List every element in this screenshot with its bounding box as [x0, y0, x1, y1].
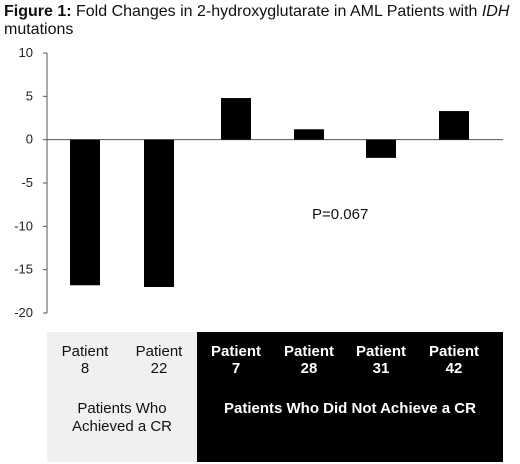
patient-number: 31 [372, 360, 390, 377]
bars [70, 98, 469, 287]
y-tick-label: -20 [14, 305, 33, 320]
group-label-achieved-cr: Patients Who Achieved a CR [47, 400, 197, 436]
patient-number: 42 [445, 360, 463, 377]
bar-patient-7 [221, 98, 251, 140]
y-tick-label: 0 [26, 132, 33, 147]
nocr-group-background [197, 332, 503, 462]
cr-group-background [47, 332, 197, 462]
patient-number: 28 [300, 360, 318, 377]
y-tick-label: 10 [19, 45, 33, 60]
patient-number: 7 [231, 360, 241, 377]
bar-patient-28 [294, 129, 324, 140]
patient-cell-42: Patient 42 [421, 343, 487, 377]
y-tick-label: -10 [14, 218, 33, 233]
y-axis: 10 5 0 -5 -10 -15 -20 [14, 45, 503, 320]
group-label-line: Achieved a CR [71, 418, 173, 435]
patient-label: Patient [210, 343, 261, 360]
figure-label: Figure 1: [4, 3, 72, 20]
patient-label: Patient [61, 343, 109, 360]
figure-title: Figure 1: Fold Changes in 2-hydroxygluta… [4, 3, 514, 39]
patient-number: 8 [80, 360, 90, 377]
patient-label: Patient [355, 343, 406, 360]
group-label-not-achieved-cr: Patients Who Did Not Achieve a CR [197, 400, 503, 418]
bar-patient-8 [70, 139, 100, 286]
patient-cell-8: Patient 8 [55, 343, 115, 377]
y-tick-label: 5 [26, 88, 33, 103]
patient-label: Patient [135, 343, 183, 360]
y-tick-label: -5 [21, 175, 33, 190]
patient-label: Patient [428, 343, 479, 360]
patient-label: Patient [283, 343, 334, 360]
title-text: Fold Changes in 2-hydroxyglutarate in AM… [71, 3, 482, 20]
group-label-line: Patients Who Did Not Achieve a CR [224, 400, 476, 417]
title-gene: IDH [481, 3, 510, 20]
patient-number: 22 [150, 360, 168, 377]
patient-cell-22: Patient 22 [128, 343, 190, 377]
bar-patient-22 [144, 139, 174, 287]
y-tick-label: -15 [14, 262, 33, 277]
group-label-line: Patients Who [77, 400, 167, 417]
patient-cell-28: Patient 28 [276, 343, 342, 377]
title-suffix: mutations [4, 21, 74, 38]
bar-patient-42 [439, 111, 469, 140]
patient-cell-7: Patient 7 [203, 343, 269, 377]
patient-cell-31: Patient 31 [348, 343, 414, 377]
p-value-annotation: P=0.067 [312, 206, 368, 223]
bar-patient-31 [366, 139, 396, 158]
